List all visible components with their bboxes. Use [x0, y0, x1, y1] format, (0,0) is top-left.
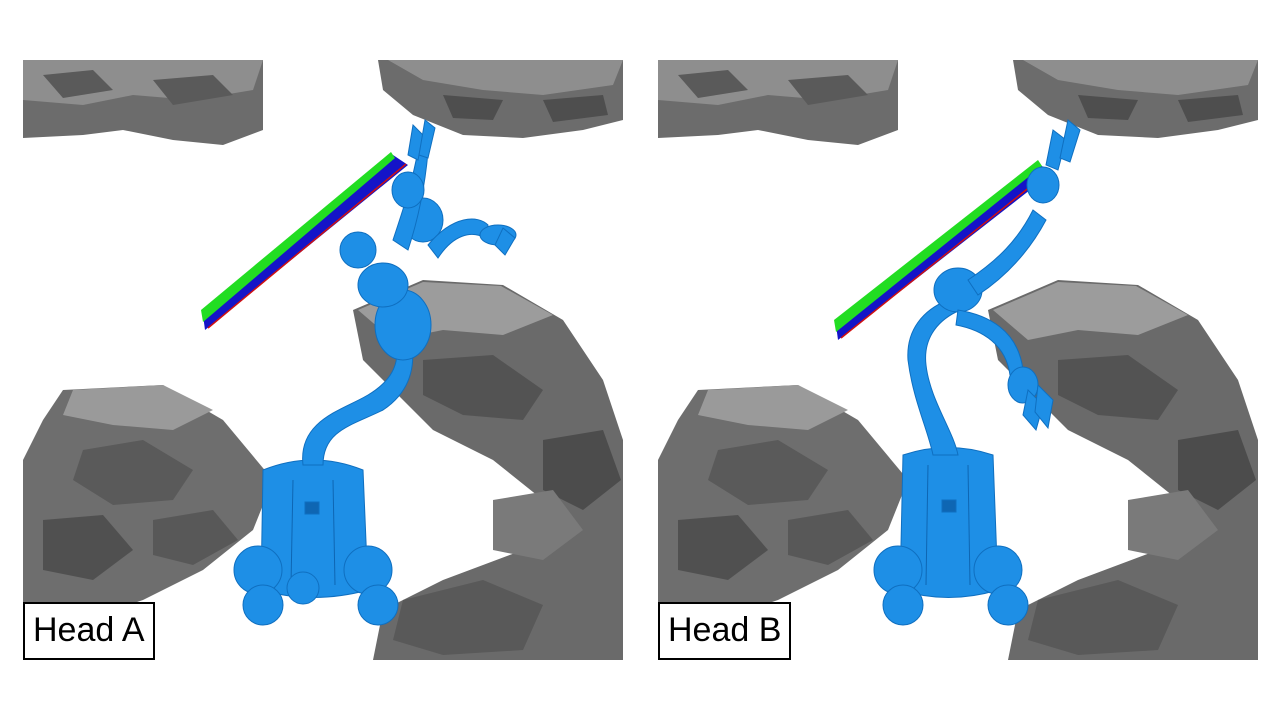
panel-head-b: Head B: [658, 60, 1258, 660]
scene-head-a: [23, 60, 623, 660]
panel-label: Head B: [658, 602, 792, 660]
rock-left-middle: [658, 385, 908, 620]
robot: [233, 119, 517, 626]
plate: [201, 152, 408, 330]
plate: [834, 160, 1053, 340]
panel-head-a: Head A: [23, 60, 623, 660]
rock-left-middle: [23, 385, 273, 620]
robot: [873, 119, 1081, 626]
rock-top-left: [23, 60, 263, 145]
scene-head-b: [658, 60, 1258, 660]
rock-top-left: [658, 60, 898, 145]
rock-top-right: [1013, 60, 1258, 138]
rock-right-arch: [988, 280, 1258, 660]
rock-top-right: [378, 60, 623, 138]
panel-label: Head A: [23, 602, 155, 660]
